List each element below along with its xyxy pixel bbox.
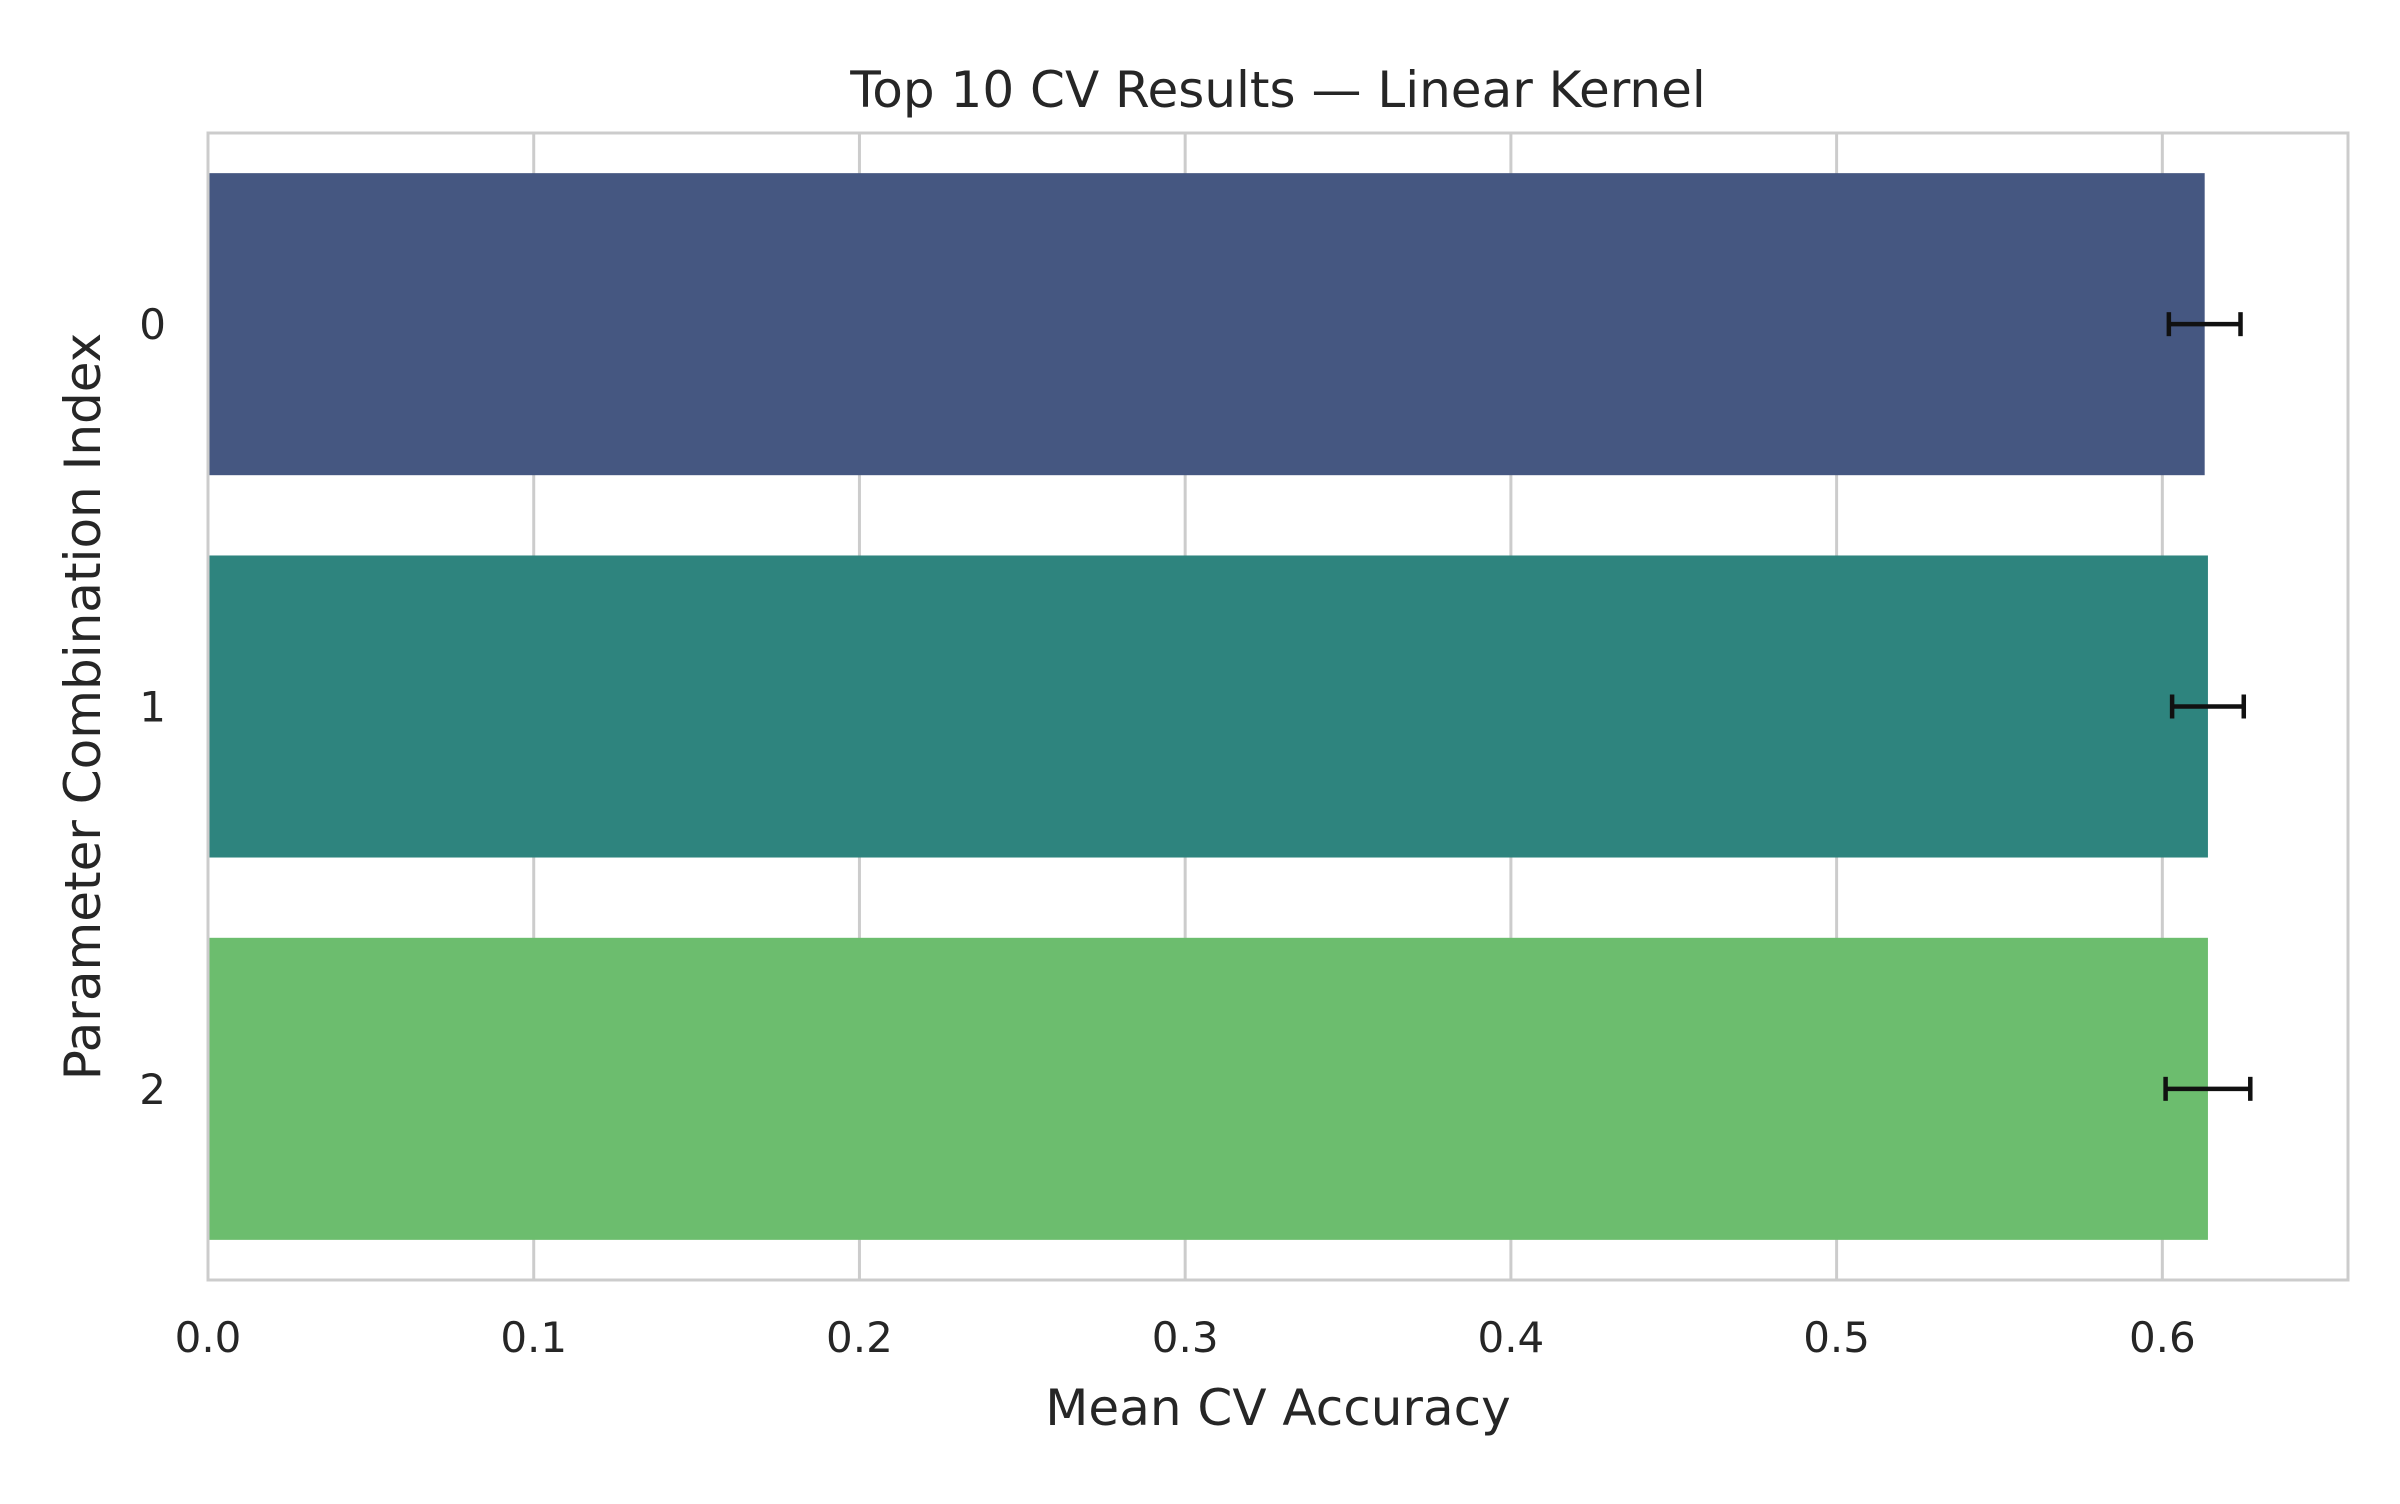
error-bars (2163, 312, 2253, 1101)
y-axis-label: Parameter Combination Index (54, 333, 112, 1081)
bar-2 (208, 937, 2208, 1240)
bars (208, 173, 2208, 1240)
bar-0 (208, 173, 2205, 476)
plot-frame (206, 131, 2350, 1282)
y-tick-label: 2 (139, 1065, 166, 1114)
x-tick-labels: 0.0 0.1 0.2 0.3 0.4 0.5 0.6 (175, 1313, 2196, 1362)
x-tick-label: 0.0 (175, 1313, 242, 1362)
chart-title: Top 10 CV Results — Linear Kernel (849, 61, 1706, 119)
y-tick-label: 0 (139, 300, 166, 349)
y-tick-labels: 0 1 2 (139, 300, 166, 1114)
x-tick-label: 0.6 (2129, 1313, 2196, 1362)
x-axis-label: Mean CV Accuracy (1045, 1379, 1510, 1437)
x-tick-label: 0.5 (1803, 1313, 1870, 1362)
y-tick-label: 1 (139, 683, 166, 732)
x-tick-label: 0.2 (826, 1313, 893, 1362)
bar-1 (208, 555, 2208, 858)
x-tick-label: 0.3 (1152, 1313, 1219, 1362)
x-tick-label: 0.4 (1477, 1313, 1544, 1362)
x-tick-label: 0.1 (500, 1313, 567, 1362)
